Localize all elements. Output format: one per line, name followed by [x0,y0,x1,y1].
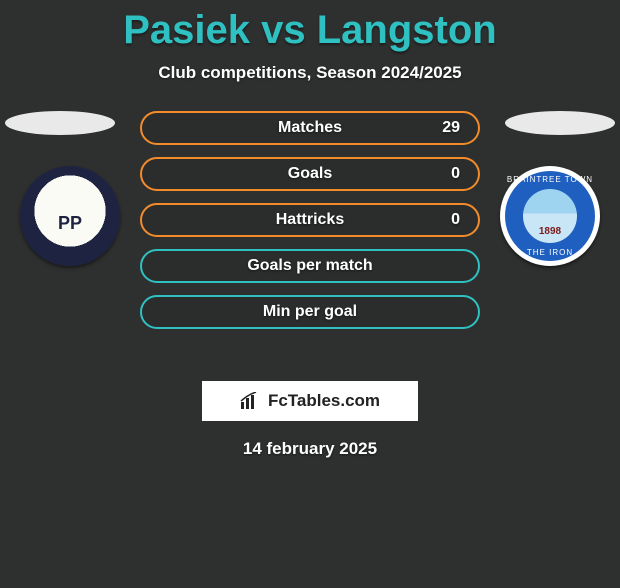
page-title: Pasiek vs Langston [0,8,620,53]
crest-right-inner: 1898 [523,189,577,243]
stat-value: 0 [451,211,460,229]
crest-right-top-text: BRAINTREE TOWN [505,175,595,184]
stat-bars: Matches 29 Goals 0 Hattricks 0 Goals per match… [140,111,480,341]
right-club-crest: BRAINTREE TOWN 1898 THE IRON [500,166,600,266]
stat-label: Hattricks [276,211,344,229]
stat-label: Matches [278,119,342,137]
stat-label: Goals [288,165,332,183]
crest-right-bottom-text: THE IRON [505,248,595,257]
stat-label: Min per goal [263,303,357,321]
date-text: 14 february 2025 [0,439,620,459]
crest-right-ring: BRAINTREE TOWN 1898 THE IRON [505,171,595,261]
stat-bar: Hattricks 0 [140,203,480,237]
left-player-ellipse [5,111,115,135]
brand-box: FcTables.com [202,381,418,421]
right-player-ellipse [505,111,615,135]
stat-bar: Goals per match [140,249,480,283]
brand-text: FcTables.com [268,391,380,411]
stat-bar: Min per goal [140,295,480,329]
left-club-crest: PP [20,166,120,266]
chart-icon [240,392,262,410]
stat-value: 29 [442,119,460,137]
comparison-stage: PP BRAINTREE TOWN 1898 THE IRON Matches 2… [0,111,620,371]
subtitle: Club competitions, Season 2024/2025 [0,63,620,83]
stat-bar: Matches 29 [140,111,480,145]
stat-bar: Goals 0 [140,157,480,191]
crest-right-year: 1898 [539,226,561,237]
stat-label: Goals per match [247,257,372,275]
stat-value: 0 [451,165,460,183]
crest-left-text: PP [58,214,82,232]
